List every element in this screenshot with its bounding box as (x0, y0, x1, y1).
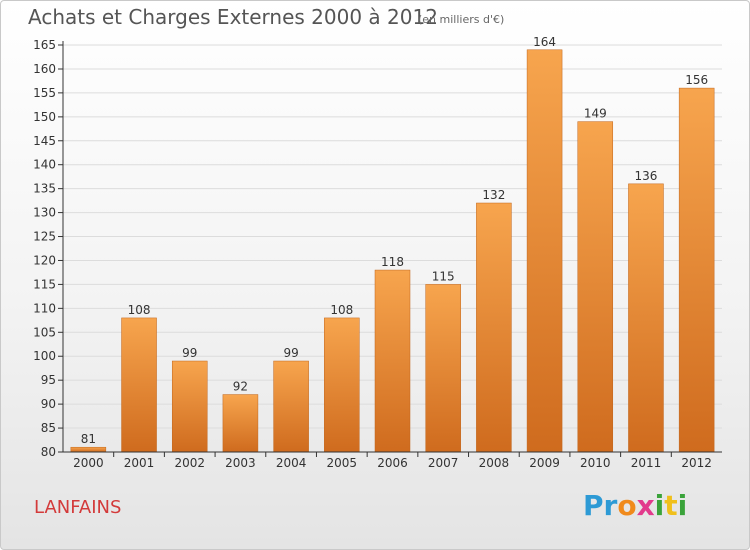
y-tick-label: 125 (33, 230, 56, 244)
x-tick-label: 2007 (428, 456, 459, 470)
bar (526, 49, 563, 453)
data-label: 149 (584, 107, 607, 121)
data-label: 99 (283, 346, 298, 360)
data-label: 99 (182, 346, 197, 360)
axes: 80 85 90 95 100 105 110 115 120 125 130 135 140 145 15… (33, 38, 722, 470)
y-tick-label: 150 (33, 110, 56, 124)
data-label: 164 (533, 35, 556, 49)
logo-letter: i (677, 489, 688, 522)
logo-letter: t (664, 489, 678, 522)
data-label: 81 (81, 432, 96, 446)
bars (70, 49, 715, 453)
x-tick-label: 2004 (276, 456, 307, 470)
y-tick-label: 140 (33, 158, 56, 172)
bar (222, 394, 259, 453)
y-tick-label: 95 (41, 373, 56, 387)
bar (171, 360, 208, 453)
data-label: 156 (685, 73, 708, 87)
y-tick-label: 135 (33, 182, 56, 196)
y-tick-label: 155 (33, 86, 56, 100)
data-label: 118 (381, 255, 404, 269)
y-tick-label: 115 (33, 277, 56, 291)
x-tick-label: 2002 (174, 456, 205, 470)
bar (273, 360, 309, 453)
x-tick-label: 2008 (479, 456, 510, 470)
logo-letter: x (636, 489, 655, 522)
chart-title: Achats et Charges Externes 2000 à 2012 (28, 5, 438, 29)
bar (121, 317, 157, 453)
y-tick-label: 120 (33, 253, 56, 267)
data-label: 108 (128, 303, 151, 317)
data-label: 108 (330, 303, 353, 317)
chart-subtitle: (en milliers d'€) (418, 13, 505, 26)
y-tick-label: 85 (41, 421, 56, 435)
bar (577, 121, 614, 453)
x-tick-label: 2009 (529, 456, 560, 470)
y-tick-label: 160 (33, 62, 56, 76)
y-tick-label: 165 (33, 38, 56, 52)
logo-letter: i (654, 489, 665, 522)
y-tick-label: 90 (41, 397, 56, 411)
logo-letter: o (617, 489, 637, 522)
x-tick-label: 2010 (580, 456, 611, 470)
proxiti-logo[interactable]: Proxiti (583, 489, 687, 522)
commune-name: LANFAINS (34, 497, 122, 518)
x-tick-label: 2005 (327, 456, 358, 470)
x-tick-label: 2011 (631, 456, 662, 470)
x-tick-label: 2000 (73, 456, 104, 470)
data-label: 132 (482, 188, 505, 202)
data-label: 115 (432, 269, 455, 283)
y-tick-label: 80 (41, 445, 56, 459)
logo-letter: P (583, 489, 604, 522)
bar (374, 269, 411, 453)
data-labels: 81 108 99 92 99 108 118 115 132 164 149 136 156 (81, 35, 708, 446)
bar (476, 202, 512, 453)
x-tick-label: 2001 (124, 456, 155, 470)
data-label: 136 (635, 169, 658, 183)
y-tick-label: 110 (33, 301, 56, 315)
x-tick-label: 2006 (377, 456, 408, 470)
bar (628, 183, 664, 453)
data-label: 92 (233, 380, 248, 394)
y-tick-label: 100 (33, 349, 56, 363)
x-tick-label: 2012 (681, 456, 712, 470)
y-tick-label: 145 (33, 134, 56, 148)
y-tick-label: 105 (33, 325, 56, 339)
bar (425, 284, 461, 453)
x-tick-label: 2003 (225, 456, 256, 470)
bar (70, 446, 107, 453)
bar (678, 87, 715, 453)
bar (324, 317, 360, 453)
logo-letter: r (603, 489, 618, 522)
y-tick-label: 130 (33, 206, 56, 220)
